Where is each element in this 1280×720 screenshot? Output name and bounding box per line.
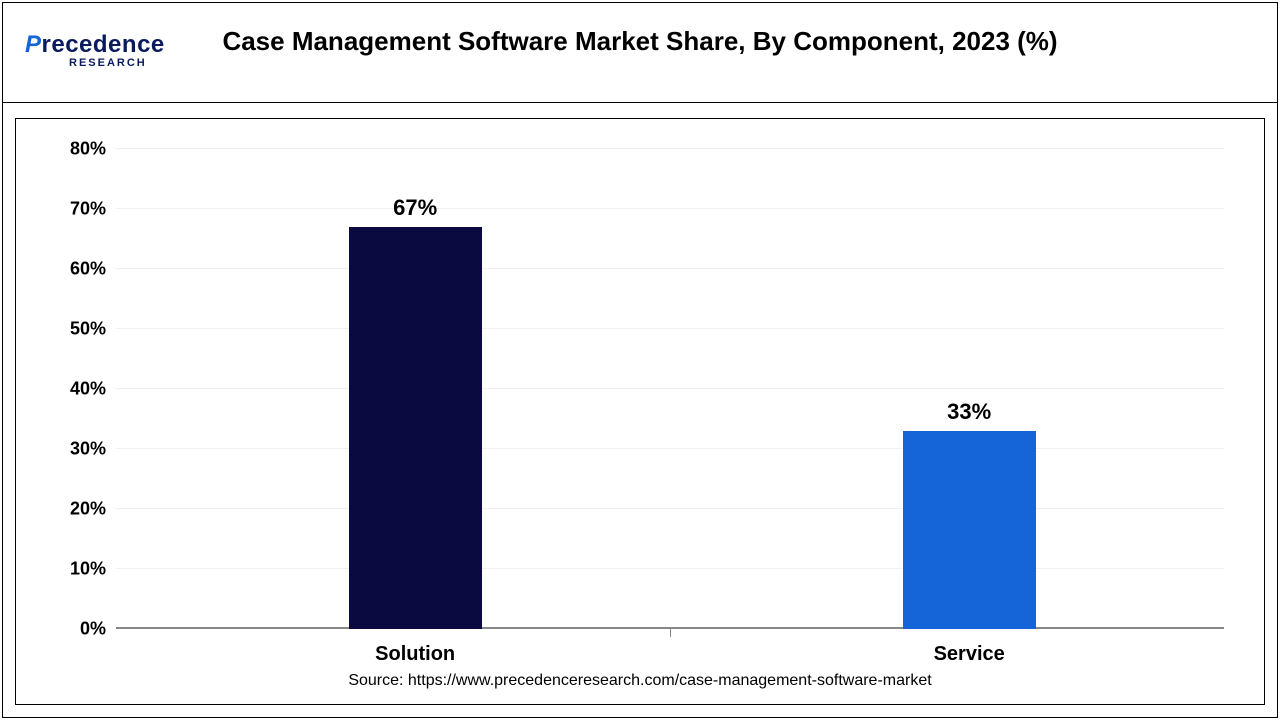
y-tick-label: 10% [70,559,116,580]
y-tick-label: 0% [80,619,116,640]
gridline [116,328,1224,329]
y-tick-label: 70% [70,199,116,220]
x-tick-label: Service [934,643,1005,666]
title-band: Precedence RESEARCH Case Management Soft… [3,3,1277,103]
gridline [116,388,1224,389]
outer-frame: Precedence RESEARCH Case Management Soft… [2,2,1278,718]
logo-subtext: RESEARCH [69,57,165,69]
chart-frame: 0% 10% 20% 30% 40% 50% 60% 70% 80% 67% Solution 33%… [15,118,1265,705]
bar-value-label: 33% [947,399,991,425]
gridline [116,448,1224,449]
y-tick-label: 80% [70,139,116,160]
gridline [116,568,1224,569]
y-tick-label: 40% [70,379,116,400]
gridline [116,148,1224,149]
source-citation: Source: https://www.precedenceresearch.c… [16,672,1264,690]
gridline [116,208,1224,209]
y-tick-label: 50% [70,319,116,340]
bar-service: 33% [903,431,1036,629]
x-tick-label: Solution [375,643,455,666]
plot-area: 0%10%20%30%40%50%60%70%80%67%Solution33%… [116,149,1224,629]
bar-value-label: 67% [393,195,437,221]
chart-title: Case Management Software Market Share, B… [3,25,1277,58]
y-tick-label: 60% [70,259,116,280]
y-tick-label: 20% [70,499,116,520]
bar-solution: 67% [349,227,482,629]
y-tick-label: 30% [70,439,116,460]
x-tick-mark [670,629,671,637]
gridline [116,268,1224,269]
gridlines [116,149,1224,629]
gridline [116,508,1224,509]
